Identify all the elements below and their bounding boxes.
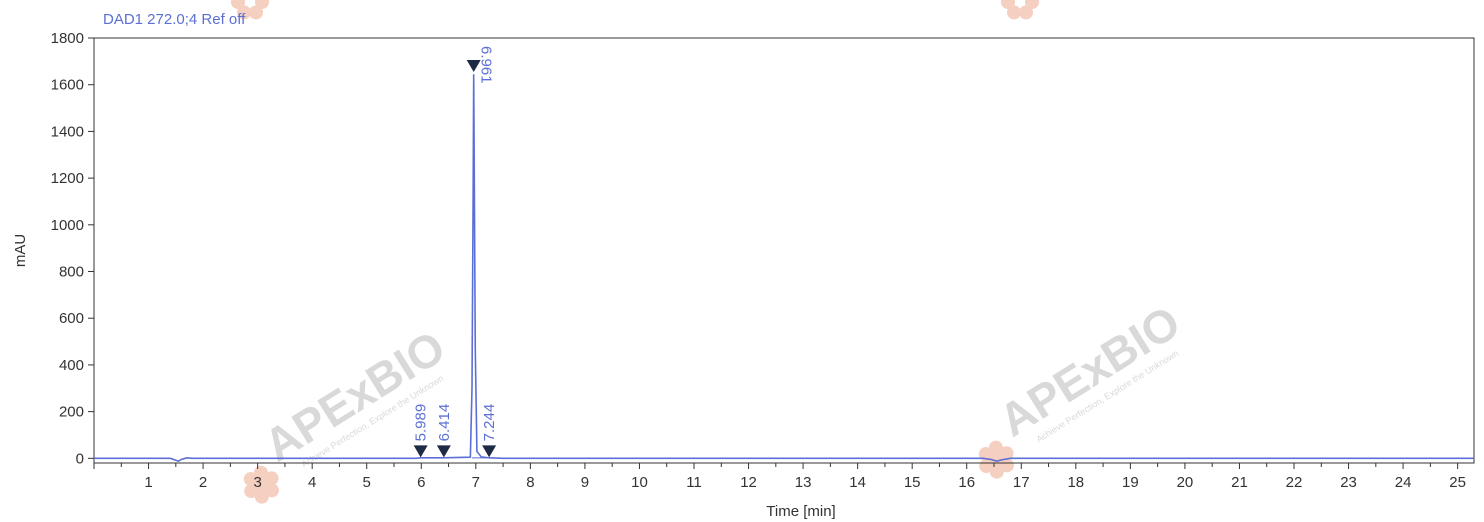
peak-label: 7.244 bbox=[481, 404, 498, 442]
peak-annotations: 5.989 6.414 6.961 7.244 bbox=[413, 46, 498, 458]
x-tick-label: 12 bbox=[740, 474, 757, 491]
x-tick-label: 14 bbox=[849, 474, 866, 491]
peak-marker-icon bbox=[482, 445, 497, 458]
x-tick-label: 11 bbox=[686, 474, 702, 491]
peak-7.244: 7.244 bbox=[481, 404, 498, 458]
y-tick-label: 800 bbox=[59, 264, 84, 281]
watermark-logo-dot bbox=[264, 471, 279, 486]
watermark-logo-dot bbox=[253, 465, 268, 480]
peak-6.414: 6.414 bbox=[436, 404, 453, 458]
x-tick-label: 21 bbox=[1231, 474, 1248, 491]
y-tick-label: 600 bbox=[59, 310, 84, 327]
watermark-logo-dot bbox=[999, 458, 1014, 473]
watermark-logo-dot bbox=[254, 489, 269, 504]
y-tick-label: 1000 bbox=[51, 217, 84, 234]
x-tick-label: 23 bbox=[1340, 474, 1357, 491]
watermark-logo-dot bbox=[989, 464, 1004, 479]
x-tick-label: 9 bbox=[581, 474, 589, 491]
x-tick-label: 2 bbox=[199, 474, 207, 491]
peak-marker-icon bbox=[466, 60, 481, 73]
x-axis-label: Time [min] bbox=[766, 503, 835, 520]
watermark-logo-icon bbox=[243, 465, 279, 504]
peak-marker-icon bbox=[436, 445, 451, 458]
x-tick-label: 8 bbox=[526, 474, 534, 491]
watermark-logo-dot bbox=[988, 440, 1003, 455]
y-axis-label: mAU bbox=[12, 234, 29, 267]
y-tick-label: 200 bbox=[59, 404, 84, 421]
y-tick-label: 1800 bbox=[51, 30, 84, 47]
peak-5.989: 5.989 bbox=[413, 404, 430, 458]
x-tick-label: 4 bbox=[308, 474, 316, 491]
watermark-logo-dot bbox=[1001, 0, 1015, 9]
watermark-logo-dot bbox=[244, 484, 259, 499]
watermark-logo-dot bbox=[237, 5, 251, 20]
x-tick-label: 1 bbox=[144, 474, 152, 491]
y-tick-label: 1400 bbox=[51, 123, 84, 140]
x-tick-label: 3 bbox=[253, 474, 261, 491]
x-tick-label: 19 bbox=[1122, 474, 1139, 491]
watermark-logo-dot bbox=[1007, 5, 1021, 20]
watermark-logo-icon bbox=[231, 0, 269, 20]
x-axis: 1 2 3 4 5 6 7 8 9 10 11 12 13 14 15 16 17 18 19 20 21 22 23 24 2… bbox=[93, 463, 1466, 491]
x-tick-label: 22 bbox=[1286, 474, 1303, 491]
plot-frame bbox=[93, 37, 1475, 464]
x-tick-label: 6 bbox=[417, 474, 425, 491]
watermark-logo-dot bbox=[231, 0, 245, 9]
watermark-logo-dot bbox=[254, 477, 269, 492]
x-tick-label: 10 bbox=[631, 474, 648, 491]
x-tick-label: 16 bbox=[958, 474, 975, 491]
x-tick-label: 25 bbox=[1449, 474, 1466, 491]
y-tick-label: 0 bbox=[76, 450, 84, 467]
peak-label: 6.414 bbox=[436, 404, 453, 442]
watermark-logo-dot bbox=[264, 483, 279, 498]
watermark-logo-icon bbox=[1001, 0, 1039, 20]
x-tick-label: 17 bbox=[1013, 474, 1030, 491]
peak-marker-icon bbox=[413, 445, 428, 458]
y-tick-label: 400 bbox=[59, 357, 84, 374]
chart-title: DAD1 272.0;4 Ref off bbox=[103, 11, 246, 28]
trace-layer bbox=[94, 74, 1474, 463]
x-tick-label: 20 bbox=[1177, 474, 1194, 491]
y-axis: 0 200 400 600 800 1000 1200 1400 1600 1800 bbox=[51, 30, 94, 467]
x-tick-label: 7 bbox=[472, 474, 480, 491]
peak-6.961: 6.961 bbox=[466, 46, 495, 84]
x-tick-label: 5 bbox=[363, 474, 371, 491]
peak-label: 5.989 bbox=[413, 404, 430, 442]
y-tick-label: 1200 bbox=[51, 170, 84, 187]
x-tick-label: 24 bbox=[1395, 474, 1412, 491]
trace-line bbox=[94, 74, 1474, 463]
watermark-brand: APExBIO bbox=[990, 295, 1189, 446]
x-tick-label: 13 bbox=[795, 474, 812, 491]
x-tick-label: 15 bbox=[904, 474, 921, 491]
watermark-logo-dot bbox=[1019, 5, 1033, 20]
watermark-logo-dot bbox=[999, 446, 1014, 461]
x-tick-label: 18 bbox=[1067, 474, 1084, 491]
watermark-logo-dot bbox=[243, 472, 258, 487]
peak-label: 6.961 bbox=[478, 46, 495, 84]
watermark-logo-dot bbox=[249, 5, 263, 20]
y-tick-label: 1600 bbox=[51, 77, 84, 94]
